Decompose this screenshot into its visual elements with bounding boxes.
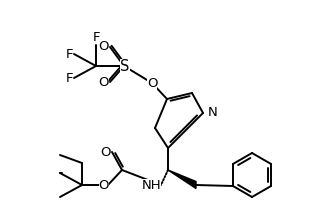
Text: O: O (99, 179, 109, 191)
Text: N: N (208, 106, 218, 119)
Text: F: F (66, 48, 73, 61)
Text: O: O (100, 145, 111, 158)
Text: F: F (66, 72, 73, 85)
Text: O: O (99, 75, 109, 89)
Text: NH: NH (141, 179, 161, 191)
Text: S: S (120, 58, 130, 73)
Text: O: O (99, 41, 109, 53)
Polygon shape (168, 170, 196, 189)
Text: O: O (147, 77, 157, 90)
Text: F: F (92, 31, 100, 44)
